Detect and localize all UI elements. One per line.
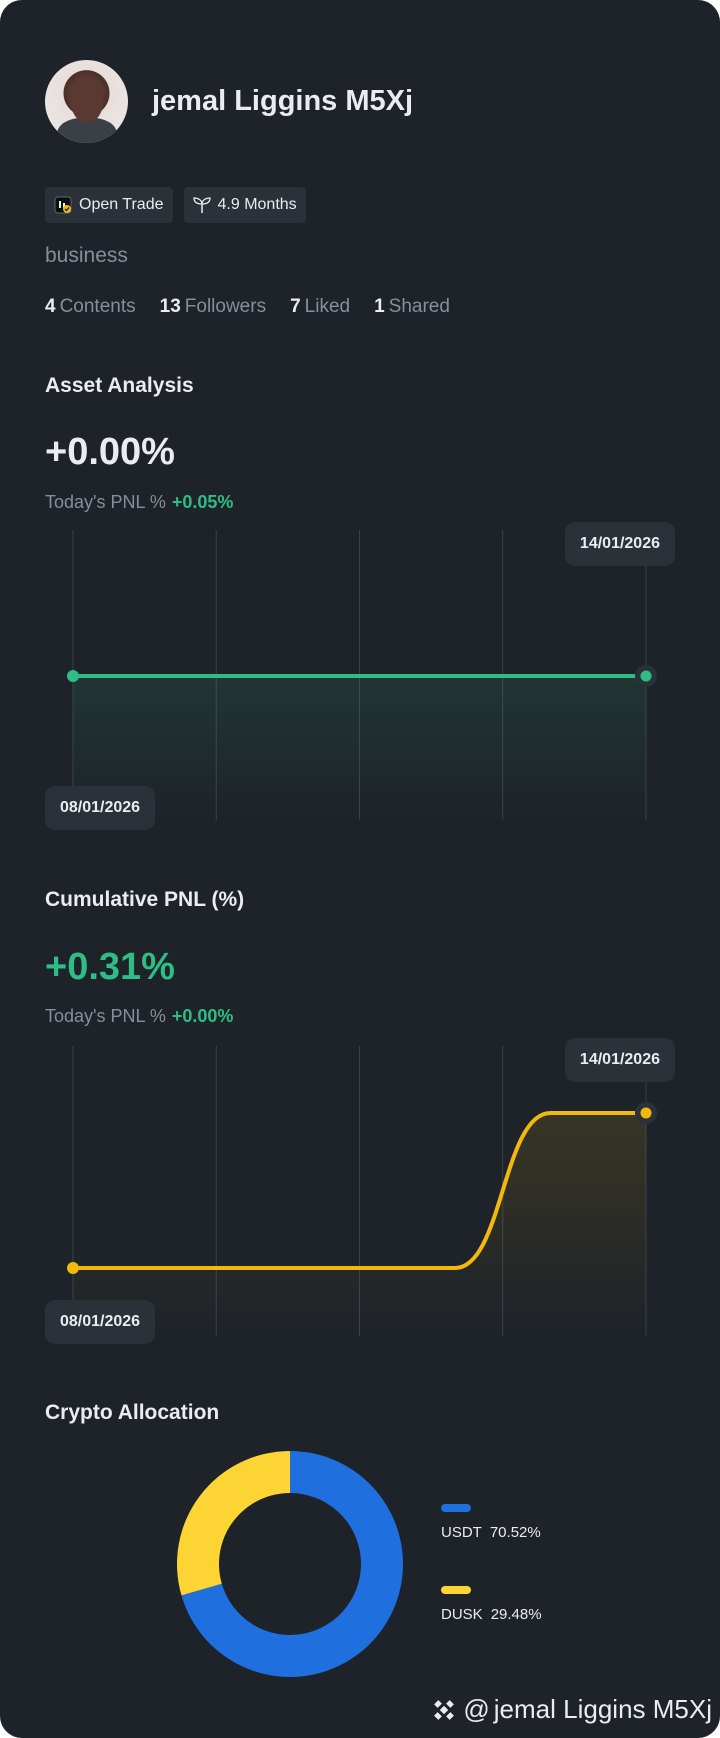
profile-header: jemal Liggins M5Xj <box>45 60 413 143</box>
pnl-value: +0.00% <box>171 1006 234 1026</box>
tag-open-trade[interactable]: Open Trade <box>45 187 173 223</box>
legend-swatch <box>441 1586 471 1594</box>
allocation-donut-chart[interactable] <box>0 1450 720 1680</box>
series-area <box>73 676 646 820</box>
binance-logo-icon <box>434 1699 455 1720</box>
series-area <box>73 1113 646 1336</box>
end-point <box>640 670 652 682</box>
open-trade-icon <box>54 196 72 214</box>
legend-percent: 70.52% <box>489 1524 541 1541</box>
legend-item-usdt: USDT 70.52% <box>441 1504 541 1541</box>
asset-analysis-chart[interactable]: 14/01/2026 08/01/2026 <box>45 520 675 835</box>
stat-label: Shared <box>388 296 450 317</box>
legend-percent: 29.48% <box>490 1606 542 1623</box>
avatar[interactable] <box>45 60 128 143</box>
start-date-pill: 08/01/2026 <box>45 786 156 830</box>
end-point <box>640 1107 652 1119</box>
crypto-allocation: USDT 70.52% DUSK 29.48% <box>0 1450 720 1680</box>
stat-label: Contents <box>59 296 136 317</box>
legend-asset: USDT <box>441 1524 482 1541</box>
tag-label: Open Trade <box>79 196 164 213</box>
donut-slice-usdt[interactable] <box>181 1451 404 1677</box>
asset-line-chart <box>67 530 657 820</box>
stat-shared[interactable]: 1 Shared <box>374 296 450 318</box>
stat-contents[interactable]: 4 Contents <box>45 296 136 318</box>
pnl-label: Today's PNL % <box>45 492 166 512</box>
profile-name: jemal Liggins M5Xj <box>152 85 414 117</box>
series-line <box>71 1111 648 1270</box>
pnl-label: Today's PNL % <box>45 1006 166 1026</box>
pnl-value: +0.05% <box>171 492 234 512</box>
stat-num: 7 <box>290 296 301 317</box>
stat-liked[interactable]: 7 Liked <box>290 296 350 318</box>
profile-bio: business <box>45 244 128 267</box>
footer-brand: @ jemal Liggins M5Xj <box>431 1694 712 1725</box>
sprout-icon <box>192 197 211 213</box>
cumulative-pnl-value: +0.31% <box>45 946 175 988</box>
cumulative-line-chart <box>67 1046 657 1336</box>
asset-analysis-title: Asset Analysis <box>45 374 194 397</box>
stat-num: 1 <box>374 296 385 317</box>
stat-label: Followers <box>184 296 267 317</box>
footer-name: jemal Liggins M5Xj <box>493 1694 712 1724</box>
stat-followers[interactable]: 13 Followers <box>160 296 266 318</box>
cumulative-pnl-line: Today's PNL % +0.00% <box>45 1006 233 1027</box>
crypto-allocation-title: Crypto Allocation <box>45 1401 220 1424</box>
tag-label: 4.9 Months <box>217 196 297 213</box>
legend-item-dusk: DUSK 29.48% <box>441 1586 542 1623</box>
stat-num: 4 <box>45 296 56 317</box>
footer-at: @ <box>463 1694 490 1724</box>
stat-num: 13 <box>159 296 181 317</box>
cumulative-pnl-chart[interactable]: 14/01/2026 08/01/2026 <box>45 1036 675 1351</box>
legend-asset: DUSK <box>441 1606 483 1623</box>
stat-label: Liked <box>304 296 351 317</box>
profile-tags: Open Trade 4.9 Months <box>45 187 306 223</box>
start-point <box>67 1262 79 1274</box>
start-point <box>67 670 79 682</box>
end-date-pill: 14/01/2026 <box>564 1038 675 1082</box>
donut-slice-dusk[interactable] <box>177 1451 290 1596</box>
end-date-pill: 14/01/2026 <box>564 522 675 566</box>
legend-swatch <box>441 1504 471 1512</box>
start-date-pill: 08/01/2026 <box>45 1300 156 1344</box>
asset-pnl-line: Today's PNL % +0.05% <box>45 492 233 513</box>
cumulative-pnl-title: Cumulative PNL (%) <box>45 888 245 911</box>
profile-stats: 4 Contents 13 Followers 7 Liked 1 Shared <box>45 296 474 318</box>
asset-analysis-value: +0.00% <box>45 431 175 473</box>
tag-months[interactable]: 4.9 Months <box>183 187 306 223</box>
